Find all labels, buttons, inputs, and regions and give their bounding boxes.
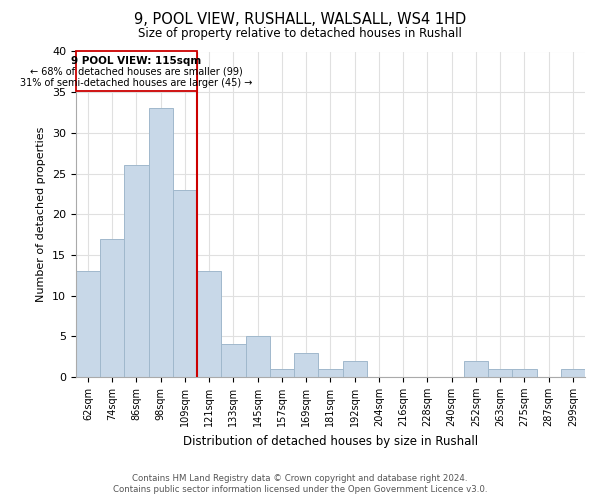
Bar <box>464 360 488 377</box>
Text: ← 68% of detached houses are smaller (99): ← 68% of detached houses are smaller (99… <box>30 67 243 77</box>
Text: 9 POOL VIEW: 115sqm: 9 POOL VIEW: 115sqm <box>71 56 202 66</box>
Bar <box>294 352 318 377</box>
Bar <box>488 369 512 377</box>
Bar <box>149 108 173 377</box>
Bar <box>343 360 367 377</box>
Bar <box>100 238 124 377</box>
Bar <box>221 344 245 377</box>
Bar <box>318 369 343 377</box>
Text: Contains HM Land Registry data © Crown copyright and database right 2024.
Contai: Contains HM Land Registry data © Crown c… <box>113 474 487 494</box>
Bar <box>561 369 585 377</box>
Bar <box>76 52 197 90</box>
Bar <box>173 190 197 377</box>
Bar <box>197 271 221 377</box>
Bar <box>245 336 270 377</box>
Text: 9, POOL VIEW, RUSHALL, WALSALL, WS4 1HD: 9, POOL VIEW, RUSHALL, WALSALL, WS4 1HD <box>134 12 466 28</box>
Bar <box>512 369 536 377</box>
Bar <box>270 369 294 377</box>
Text: 31% of semi-detached houses are larger (45) →: 31% of semi-detached houses are larger (… <box>20 78 253 88</box>
Text: Size of property relative to detached houses in Rushall: Size of property relative to detached ho… <box>138 28 462 40</box>
X-axis label: Distribution of detached houses by size in Rushall: Distribution of detached houses by size … <box>183 434 478 448</box>
Bar <box>124 166 149 377</box>
Y-axis label: Number of detached properties: Number of detached properties <box>37 126 46 302</box>
Bar <box>76 271 100 377</box>
